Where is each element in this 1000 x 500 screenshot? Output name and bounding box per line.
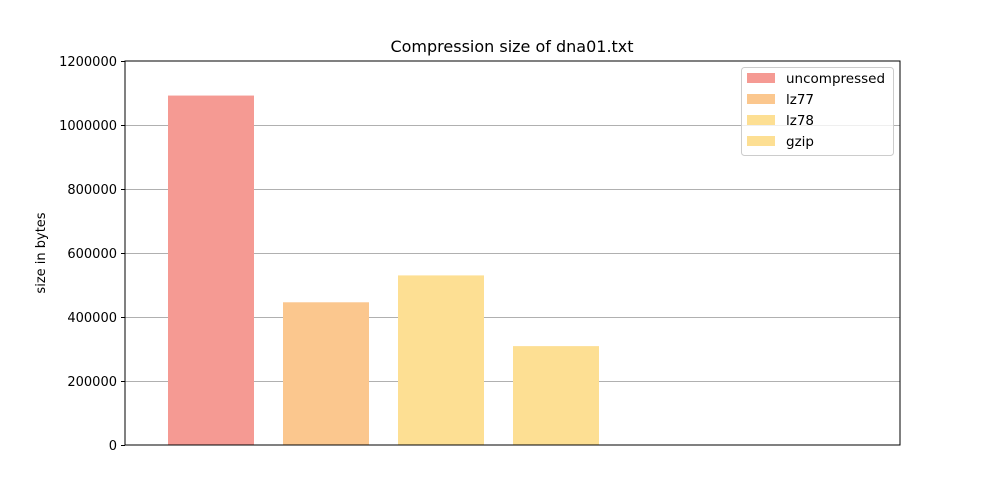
y-tick-label: 1200000 — [59, 55, 117, 70]
y-tick-label: 800000 — [67, 183, 117, 198]
y-tick-label: 1000000 — [59, 119, 117, 134]
y-axis-label: size in bytes — [34, 212, 49, 293]
y-tick-label: 400000 — [67, 311, 117, 326]
bars — [168, 95, 599, 445]
legend-box — [741, 67, 894, 156]
bar-gzip — [513, 346, 599, 445]
chart-title: Compression size of dna01.txt — [390, 37, 633, 56]
y-tick-label: 0 — [109, 439, 117, 454]
legend-label-gzip: gzip — [786, 134, 814, 150]
legend: uncompressed lz77 lz78 gzip — [741, 67, 894, 156]
legend-label-lz77: lz77 — [786, 92, 814, 108]
legend-label-lz78: lz78 — [786, 113, 814, 129]
legend-label-uncompressed: uncompressed — [786, 71, 885, 87]
legend-swatch-uncompressed — [747, 73, 775, 83]
bar-uncompressed — [168, 95, 254, 445]
legend-swatch-gzip — [747, 136, 775, 146]
legend-swatch-lz78 — [747, 115, 775, 125]
bar-lz77 — [283, 302, 369, 445]
bar-lz78 — [398, 275, 484, 445]
y-tick-label: 200000 — [67, 375, 117, 390]
y-tick-label: 600000 — [67, 247, 117, 262]
y-axis-ticks: 0 200000 400000 600000 800000 1000000 1200000 — [59, 55, 125, 454]
legend-swatch-lz77 — [747, 94, 775, 104]
gridlines — [125, 125, 900, 382]
